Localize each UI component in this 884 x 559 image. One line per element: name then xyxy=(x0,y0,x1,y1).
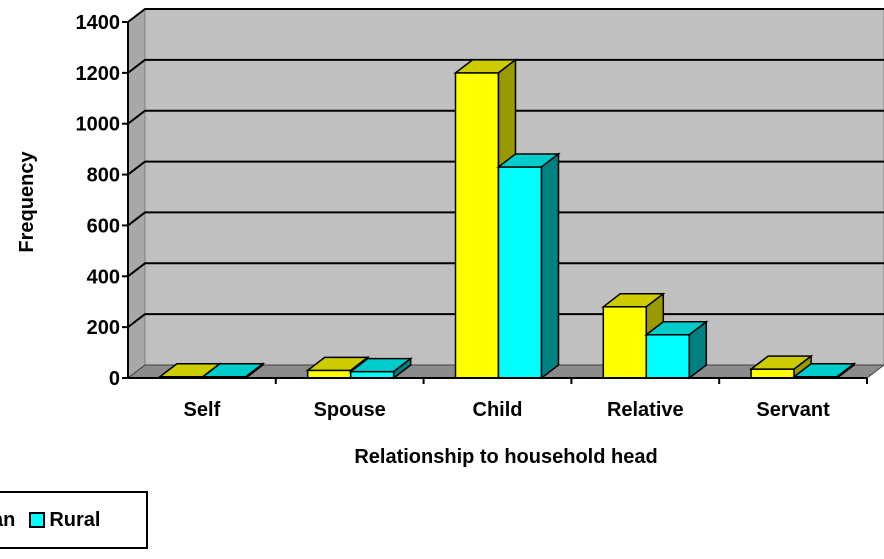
gridline xyxy=(127,58,884,74)
bar-rural-child xyxy=(497,166,543,379)
y-axis-title: Frequency xyxy=(16,151,38,253)
legend-swatch-rural xyxy=(29,512,46,528)
bar-urban-child xyxy=(454,72,500,379)
bar-side-rural-child xyxy=(540,152,560,380)
y-tick-label: 1200 xyxy=(76,63,121,85)
y-tick-label: 1400 xyxy=(76,12,121,34)
x-tick-label: Servant xyxy=(756,399,830,421)
x-tick-label: Child xyxy=(473,399,523,421)
gridline xyxy=(127,262,884,278)
x-tick-label: Relative xyxy=(607,399,684,421)
x-tick-label: Spouse xyxy=(314,399,386,421)
gridline xyxy=(127,109,884,125)
bar-side-rural-relative xyxy=(688,320,708,380)
y-tick-label: 200 xyxy=(87,317,120,339)
bar-urban-spouse xyxy=(306,369,352,379)
y-tick-label: 800 xyxy=(87,165,120,187)
legend-item-rural: Rural xyxy=(29,509,100,532)
legend-item-urban: an xyxy=(0,509,15,532)
x-tick-label: Self xyxy=(184,399,221,421)
bar-rural-relative xyxy=(645,334,691,379)
gridline xyxy=(127,8,884,23)
axes: 0 200 400 600 800 1000 1200 1400 Self Spouse Child… xyxy=(76,12,868,421)
gridline xyxy=(127,160,884,176)
y-tick-label: 600 xyxy=(87,215,120,237)
y-tick-label: 0 xyxy=(109,368,120,390)
side-wall xyxy=(127,7,146,380)
gridline xyxy=(127,211,884,227)
bar-urban-relative xyxy=(602,306,648,379)
bars xyxy=(157,58,857,380)
x-axis-title: Relationship to household head xyxy=(354,446,657,468)
bar-urban-servant xyxy=(750,368,795,379)
legend: an Rural xyxy=(0,491,148,549)
y-tick-label: 400 xyxy=(87,266,120,288)
legend-label-urban: an xyxy=(0,508,16,531)
y-tick-label: 1000 xyxy=(76,114,121,136)
legend-label-rural: Rural xyxy=(49,508,101,531)
gridlines xyxy=(127,8,884,328)
bar-side-rural-spouse xyxy=(392,357,412,380)
